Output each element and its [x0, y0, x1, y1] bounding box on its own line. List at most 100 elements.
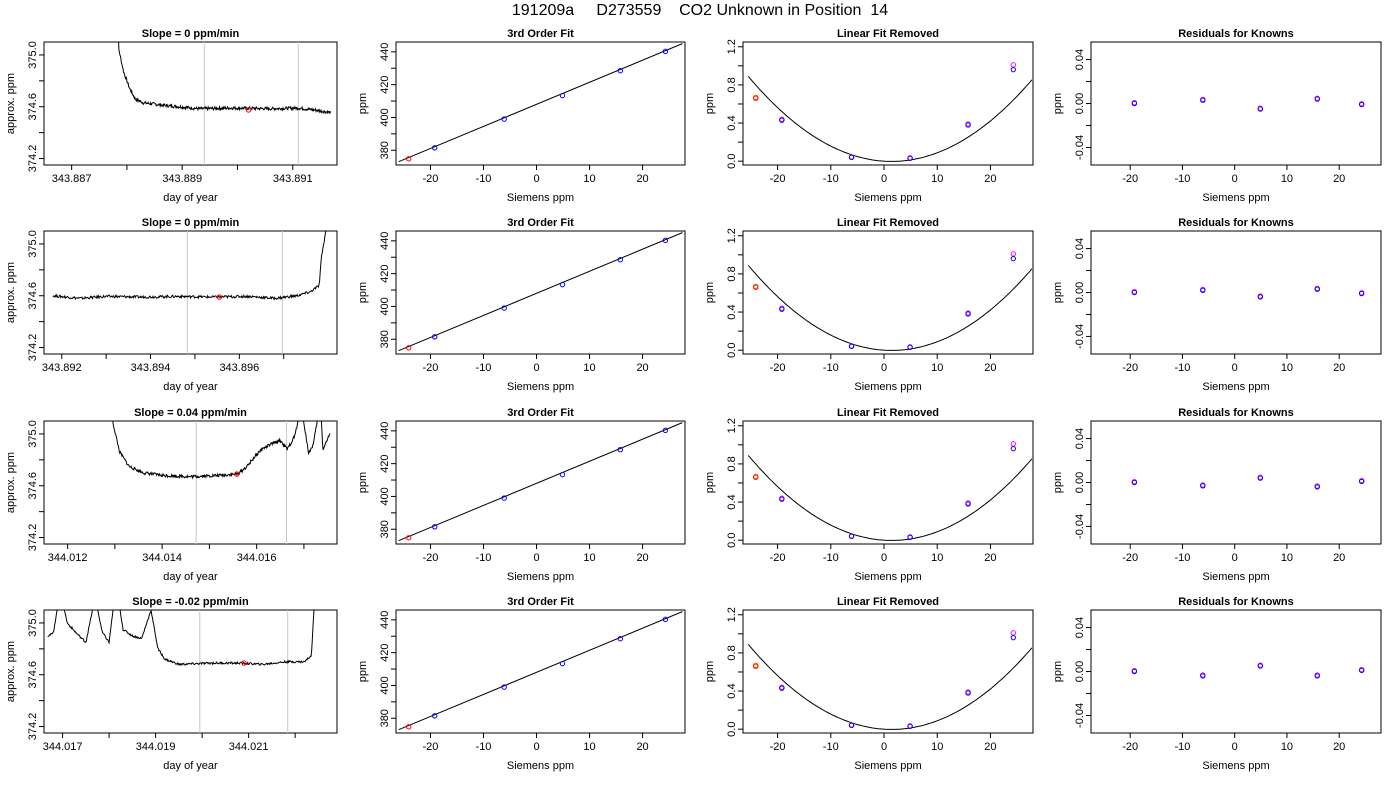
cubic-fit-panel-4: 3rd Order Fit Siemens ppm ppm -20 -10 0 10 20 38…: [357, 596, 686, 772]
y-tick-label: -0.04: [1074, 324, 1086, 349]
x-axis-label: Siemens ppm: [1202, 381, 1269, 393]
y-tick-label: -0.04: [1074, 514, 1086, 539]
plot-frame: [43, 609, 338, 734]
y-axis-label: approx. ppm: [5, 452, 17, 513]
x-tick-label: -10: [1174, 173, 1190, 185]
y-tick-label: 0.00: [1074, 472, 1086, 493]
residual-known: [1131, 100, 1138, 107]
standard-point: [432, 524, 438, 530]
y-tick-label: 375.0: [27, 609, 39, 637]
mean-marker: [241, 660, 247, 666]
x-tick-label: -10: [476, 741, 492, 753]
y-tick-label: 0.04: [1074, 49, 1086, 70]
x-tick-label: 10: [931, 741, 943, 753]
panel-title: 3rd Order Fit: [507, 217, 574, 229]
standard-point: [617, 447, 624, 453]
x-tick-label: 343.889: [162, 173, 202, 185]
x-tick-label: 344.017: [43, 741, 83, 753]
panel-title: Linear Fit Removed: [837, 596, 939, 608]
y-tick-label: 0.8: [726, 266, 738, 281]
y-tick-label: 440: [379, 232, 391, 250]
residual-point: [753, 284, 759, 290]
residual-point: [848, 343, 855, 350]
x-axis-label: day of year: [163, 760, 218, 772]
residual-point: [907, 534, 913, 541]
y-tick-label: 0.0: [726, 722, 738, 737]
standard-point: [432, 334, 438, 340]
figure-title: 191209a D273559 CO2 Unknown in Position …: [511, 2, 889, 19]
standard-point: [617, 68, 624, 74]
y-tick-label: 440: [379, 422, 391, 440]
residual-point: [1010, 634, 1017, 641]
y-tick-label: 375.0: [27, 230, 39, 258]
x-tick-label: -20: [770, 741, 786, 753]
x-axis-label: day of year: [163, 192, 218, 204]
x-tick-label: -10: [1174, 741, 1190, 753]
ppm-trace: [47, 610, 315, 666]
y-axis-label: ppm: [357, 661, 369, 682]
y-tick-label: 0.4: [726, 115, 738, 130]
x-tick-label: -10: [476, 552, 492, 564]
x-tick-label: 0: [881, 552, 887, 564]
residuals-panel-2: Residuals for Knowns Siemens ppm ppm -20 -10…: [1052, 217, 1382, 393]
y-tick-label: 374.6: [27, 661, 39, 689]
x-tick-label: 20: [636, 173, 648, 185]
standard-point: [501, 305, 507, 311]
standard-point: [501, 684, 507, 690]
y-axis-label: ppm: [357, 472, 369, 493]
plot-frame: [1090, 230, 1382, 355]
y-axis-label: approx. ppm: [5, 262, 17, 323]
x-tick-label: 0: [533, 741, 539, 753]
residual-known: [1314, 673, 1320, 679]
x-tick-label: 343.896: [219, 362, 259, 374]
x-tick-label: 0: [533, 362, 539, 374]
ppm-trace: [52, 231, 327, 301]
x-tick-label: 0: [1232, 362, 1238, 374]
y-tick-label: 374.2: [27, 524, 39, 552]
panel-title: 3rd Order Fit: [507, 596, 574, 608]
x-tick-label: -10: [823, 552, 839, 564]
residual-point: [779, 496, 785, 502]
panel-title: Slope = 0 ppm/min: [142, 217, 240, 229]
standard-point: [617, 257, 624, 263]
cubic-fit-panel-3: 3rd Order Fit Siemens ppm ppm -20 -10 0 10 20 38…: [357, 407, 686, 583]
plot-frame: [395, 41, 686, 166]
plot-frame: [43, 230, 338, 355]
y-tick-label: 400: [379, 676, 391, 694]
y-tick-label: -0.04: [1074, 135, 1086, 160]
cubic-fit-panel-1: 3rd Order Fit Siemens ppm ppm -20 -10 0 10 20 38…: [357, 28, 686, 204]
residual-point: [779, 117, 785, 123]
x-tick-label: 10: [583, 552, 595, 564]
y-tick-label: 1.2: [726, 39, 738, 54]
residual-known: [1314, 286, 1320, 292]
residual-point: [907, 155, 913, 162]
y-tick-label: 0.00: [1074, 93, 1086, 114]
x-tick-label: 20: [984, 362, 996, 374]
y-tick-label: 0.4: [726, 494, 738, 509]
unknown-point: [406, 535, 412, 541]
x-tick-label: 343.891: [273, 173, 313, 185]
panel-title: 3rd Order Fit: [507, 407, 574, 419]
y-axis-label: approx. ppm: [5, 641, 17, 702]
residual-point-alt: [1010, 441, 1017, 447]
mean-marker: [245, 107, 252, 113]
x-tick-label: 0: [881, 362, 887, 374]
y-tick-label: -0.04: [1074, 703, 1086, 728]
x-tick-label: 0: [533, 173, 539, 185]
residual-point-alt: [1010, 251, 1017, 257]
x-tick-label: 10: [931, 552, 943, 564]
plot-frame: [742, 230, 1034, 355]
panel-title: Slope = -0.02 ppm/min: [132, 596, 249, 608]
residual-point: [779, 685, 785, 691]
residual-point: [965, 690, 971, 696]
x-tick-label: 20: [984, 173, 996, 185]
residuals-panel-3: Residuals for Knowns Siemens ppm ppm -20 -10…: [1052, 407, 1382, 583]
timeseries-panel-4: Slope = -0.02 ppm/min day of year approx. …: [5, 596, 338, 772]
y-tick-label: 0.8: [726, 77, 738, 92]
x-tick-label: 0: [533, 552, 539, 564]
x-tick-label: 20: [1333, 362, 1345, 374]
y-tick-label: 0.00: [1074, 661, 1086, 682]
unknown-point: [406, 724, 412, 730]
standard-point: [662, 48, 669, 55]
